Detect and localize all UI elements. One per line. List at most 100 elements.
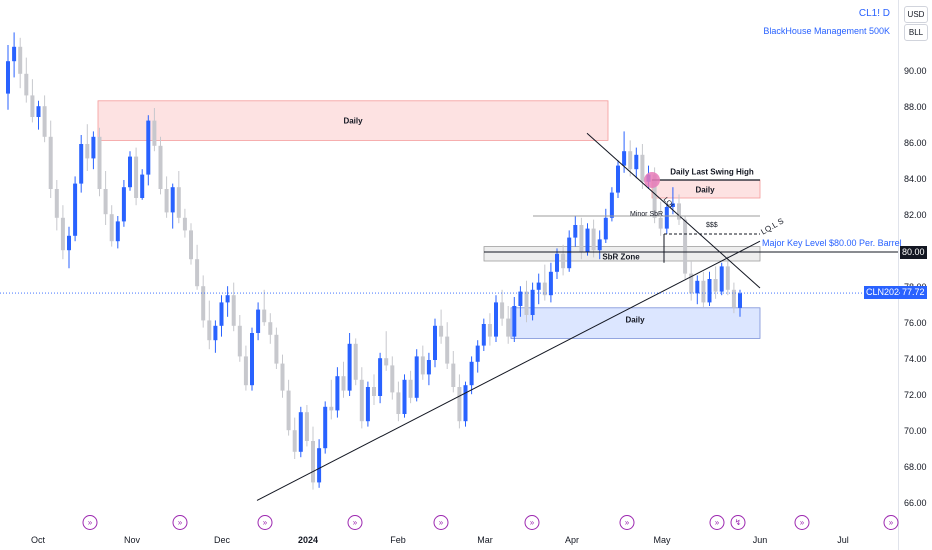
- event-icon[interactable]: »: [433, 515, 449, 530]
- candle-body: [530, 289, 535, 315]
- event-icon[interactable]: »: [172, 515, 188, 530]
- candle-body: [585, 228, 590, 252]
- candle-body: [622, 151, 627, 166]
- falling-trendline: [586, 132, 761, 289]
- lightning-icon[interactable]: ↯: [730, 515, 746, 530]
- candle-body: [664, 207, 669, 229]
- event-icon[interactable]: »: [709, 515, 725, 530]
- candle-body: [79, 144, 84, 184]
- candle-body: [152, 120, 157, 146]
- candle-body: [731, 289, 736, 308]
- daily-demand-zone: [510, 307, 761, 339]
- candle-body: [579, 225, 584, 252]
- candle-body: [494, 302, 498, 337]
- contract-badge: CLN2024: [864, 286, 907, 299]
- event-icon[interactable]: »: [82, 515, 98, 530]
- candle-body: [195, 259, 200, 287]
- candle-body: [213, 325, 218, 341]
- candle-body: [67, 235, 71, 251]
- candle-body: [548, 271, 553, 296]
- candle-body: [372, 387, 376, 396]
- candle-body: [634, 154, 639, 170]
- candle-body: [707, 279, 712, 303]
- event-icon[interactable]: »: [257, 515, 273, 530]
- time-tick-label: Jul: [837, 535, 849, 545]
- price-tick-label: 90.00: [904, 66, 927, 76]
- candle-body: [54, 189, 59, 218]
- candle-body: [12, 46, 17, 62]
- candle-body: [42, 106, 47, 137]
- event-icon[interactable]: »: [347, 515, 363, 530]
- currency-button[interactable]: USD: [904, 6, 928, 23]
- candle-body: [182, 217, 187, 231]
- candle-body: [256, 309, 261, 333]
- candle-body: [304, 412, 309, 441]
- event-icon[interactable]: »: [794, 515, 810, 530]
- candle-body: [335, 376, 340, 411]
- candle-body: [542, 282, 547, 296]
- candle-body: [189, 230, 193, 260]
- candle-body: [121, 187, 126, 222]
- candle-body: [262, 309, 267, 323]
- candle-body: [280, 363, 285, 391]
- candle-body: [359, 379, 364, 422]
- candle-body: [97, 136, 102, 189]
- drawing-lines: [256, 132, 898, 501]
- candle-body: [469, 361, 474, 386]
- candle-body: [365, 387, 370, 422]
- candle-body: [603, 217, 608, 240]
- price-tick-label: 86.00: [904, 138, 927, 148]
- candle-body: [115, 221, 120, 242]
- time-tick-label: Dec: [213, 535, 231, 545]
- unit-button[interactable]: BLL: [904, 24, 928, 41]
- candle-body: [378, 358, 383, 396]
- candle-body: [91, 136, 96, 159]
- candle-body: [536, 282, 541, 290]
- candle-body: [597, 239, 602, 251]
- time-tick-label: Apr: [564, 535, 580, 545]
- candle-body: [73, 183, 78, 236]
- candle-body: [561, 253, 566, 269]
- candle-body: [475, 345, 480, 362]
- major-key-level-label: Major Key Level $80.00 Per. Barrel: [762, 238, 902, 248]
- price-tick-label: 74.00: [904, 354, 927, 364]
- candle-body: [640, 154, 645, 182]
- minor-snr-label: Minor SbR: [630, 211, 664, 218]
- candle-body: [573, 225, 578, 238]
- candle-body: [384, 358, 389, 366]
- candle-body: [689, 273, 694, 294]
- candle-body: [677, 203, 681, 220]
- candle-body: [512, 306, 517, 337]
- candle-body: [140, 174, 145, 198]
- daily-supply-zone-top: [97, 100, 609, 141]
- event-icon[interactable]: »: [619, 515, 635, 530]
- candle-body: [341, 376, 346, 391]
- candle-body: [170, 187, 175, 213]
- time-tick-label: Jun: [752, 535, 768, 545]
- candle-body: [609, 192, 614, 218]
- rising-trendline: [256, 240, 761, 501]
- price-scale[interactable]: [898, 0, 932, 550]
- daily-swing-label: Daily: [695, 185, 715, 195]
- swing-high-marker: [644, 172, 660, 188]
- event-icon[interactable]: »: [524, 515, 540, 530]
- candle-body: [555, 253, 559, 272]
- event-icon[interactable]: »: [883, 515, 899, 530]
- price-tick-label: 72.00: [904, 390, 927, 400]
- candle-body: [487, 324, 492, 337]
- candles-group: [6, 32, 742, 490]
- snr-zone-label: SbR Zone: [602, 252, 640, 262]
- candle-body: [683, 219, 688, 274]
- candle-body: [658, 217, 663, 229]
- candle-body: [176, 187, 181, 218]
- candle-body: [158, 145, 163, 189]
- candle-body: [725, 266, 730, 290]
- price-tick-label: 88.00: [904, 102, 927, 112]
- daily-bottom-label: Daily: [625, 315, 645, 325]
- daily-top-label: Daily: [343, 116, 363, 126]
- candle-body: [433, 325, 437, 360]
- time-tick-label: May: [653, 535, 671, 545]
- candle-body: [719, 266, 724, 292]
- candle-body: [36, 106, 41, 117]
